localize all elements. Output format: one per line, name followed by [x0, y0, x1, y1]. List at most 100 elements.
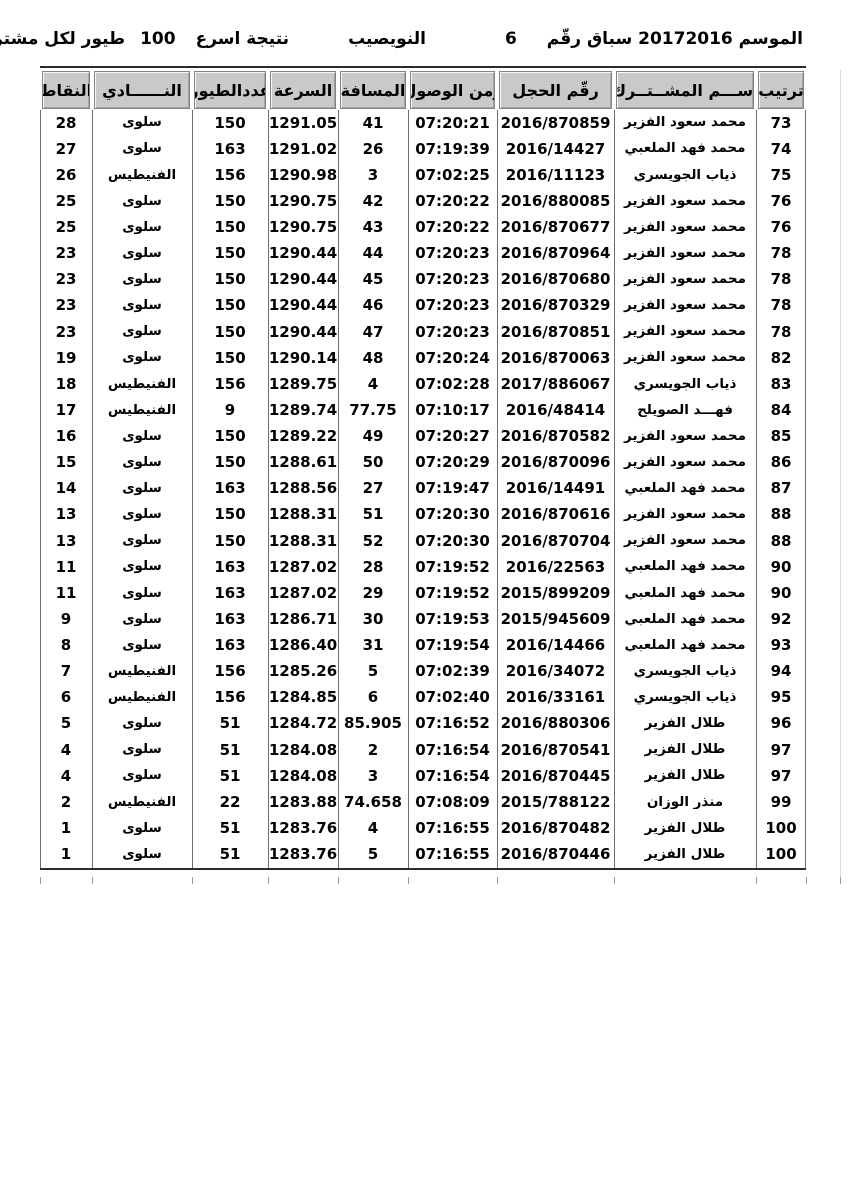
- tick-mark: [614, 877, 615, 884]
- table-row: 75 ذياب الجويسري 2016/11123 07:02:25 3 1290.9…: [40, 162, 806, 188]
- table-row: 73 محمد سعود الفزير 2016/870859 07:20:21 41 1…: [40, 110, 806, 136]
- column-header-birds: عددالطيور: [194, 71, 266, 109]
- cell-time: 07:08:09: [415, 794, 490, 810]
- table-row: 99 منذر الوزان 2015/788122 07:08:09 74.658 12…: [40, 789, 806, 815]
- cell-club: الفنيطيس: [107, 795, 177, 810]
- cell-rank: 92: [770, 611, 792, 627]
- cell-time: 07:16:55: [415, 847, 490, 863]
- cell-club: سلوى: [122, 586, 162, 601]
- grid-line: [497, 110, 498, 868]
- cell-speed: 1284.08: [268, 742, 338, 758]
- cell-distance: 44: [362, 246, 384, 262]
- cell-time: 07:20:23: [415, 272, 490, 288]
- cell-club: الفنيطيس: [107, 168, 177, 183]
- cell-name: محمد سعود الفزير: [624, 220, 746, 235]
- cell-speed: 1290.14: [268, 350, 338, 366]
- cell-points: 23: [55, 324, 77, 340]
- grid-line: [614, 110, 615, 868]
- cell-distance: 27: [362, 481, 384, 497]
- column-header-distance: المسافة: [340, 71, 406, 109]
- result-suffix: طيور لكل مشترك: [0, 29, 126, 49]
- tick-mark: [192, 877, 193, 884]
- cell-name: ذياب الجويسري: [633, 691, 737, 705]
- cell-name: محمد سعود الفزير: [624, 455, 746, 470]
- cell-ring: 2016/870680: [500, 272, 611, 288]
- cell-distance: 45: [362, 272, 384, 288]
- cell-name: طلال الفزير: [644, 821, 726, 836]
- cell-birds: 163: [214, 481, 246, 497]
- cell-rank: 78: [770, 246, 792, 262]
- grid-line: [40, 110, 41, 868]
- cell-rank: 86: [770, 455, 792, 471]
- cell-birds: 9: [224, 402, 236, 418]
- cell-points: 13: [55, 507, 77, 523]
- cell-rank: 93: [770, 638, 792, 654]
- tick-mark: [840, 877, 841, 884]
- tick-mark: [40, 877, 41, 884]
- cell-birds: 150: [214, 246, 246, 262]
- cell-points: 19: [55, 350, 77, 366]
- grid-line: [92, 110, 93, 868]
- tick-mark: [756, 877, 757, 884]
- table-row: 100 طلال الفزير 2016/870482 07:16:55 4 1283.7…: [40, 815, 806, 841]
- cell-club: سلوى: [122, 638, 162, 653]
- cell-time: 07:16:54: [415, 742, 490, 758]
- cell-club: سلوى: [122, 220, 162, 235]
- cell-ring: 2016/870859: [500, 115, 611, 131]
- cell-time: 07:20:22: [415, 193, 490, 209]
- cell-birds: 150: [214, 455, 246, 471]
- cell-speed: 1291.02: [268, 141, 338, 157]
- cell-time: 07:20:29: [415, 455, 490, 471]
- cell-points: 11: [55, 585, 77, 601]
- tick-mark: [268, 877, 269, 884]
- cell-ring: 2016/880306: [500, 716, 611, 732]
- cell-club: سلوى: [122, 116, 162, 130]
- cell-speed: 1287.02: [268, 585, 338, 601]
- cell-speed: 1290.44: [268, 324, 338, 340]
- page-margin-line: [840, 70, 841, 877]
- tick-mark: [338, 877, 339, 884]
- cell-time: 07:20:23: [415, 324, 490, 340]
- cell-name: محمد سعود الفزير: [624, 508, 746, 522]
- grid-line: [756, 110, 757, 868]
- cell-distance: 2: [367, 742, 379, 758]
- cell-name: محمد فهد الملعبي: [624, 142, 746, 156]
- cell-ring: 2016/870964: [500, 246, 611, 262]
- cell-points: 25: [55, 220, 77, 236]
- cell-points: 17: [55, 402, 77, 418]
- cell-rank: 78: [770, 298, 792, 314]
- cell-rank: 78: [770, 272, 792, 288]
- column-header-name: اســـم المشــتــرك: [616, 71, 754, 109]
- cell-time: 07:19:52: [415, 585, 490, 601]
- tick-mark: [92, 877, 93, 884]
- table-row: 78 محمد سعود الفزير 2016/870329 07:20:23 46 1…: [40, 293, 806, 319]
- cell-club: سلوى: [122, 299, 162, 313]
- cell-birds: 163: [214, 611, 246, 627]
- result-label: نتيجة اسرع: [195, 29, 290, 49]
- cell-distance: 50: [362, 455, 384, 471]
- cell-points: 28: [55, 115, 77, 131]
- cell-club: سلوى: [122, 769, 162, 783]
- cell-distance: 48: [362, 350, 384, 366]
- cell-ring: 2016/22563: [505, 559, 606, 575]
- cell-ring: 2016/870445: [500, 768, 611, 784]
- cell-time: 07:02:25: [415, 167, 490, 183]
- cell-distance: 5: [367, 664, 379, 680]
- table-row: 95 ذياب الجويسري 2016/33161 07:02:40 6 1284.8…: [40, 685, 806, 711]
- cell-ring: 2015/899209: [500, 585, 611, 601]
- grid-line: [408, 110, 409, 868]
- cell-time: 07:20:23: [415, 246, 490, 262]
- cell-time: 07:19:39: [415, 141, 490, 157]
- cell-speed: 1288.56: [268, 481, 338, 497]
- cell-speed: 1290.75: [268, 193, 338, 209]
- cell-points: 15: [55, 455, 77, 471]
- cell-time: 07:19:47: [415, 481, 490, 497]
- cell-name: طلال الفزير: [644, 717, 726, 731]
- grid-line: [192, 110, 193, 868]
- table-row: 100 طلال الفزير 2016/870446 07:16:55 5 1283.7…: [40, 842, 806, 868]
- table-row: 97 طلال الفزير 2016/870541 07:16:54 2 1284.08…: [40, 737, 806, 763]
- cell-name: منذر الوزان: [646, 795, 724, 810]
- location-label: النويصيب: [348, 29, 426, 49]
- cell-distance: 31: [362, 638, 384, 654]
